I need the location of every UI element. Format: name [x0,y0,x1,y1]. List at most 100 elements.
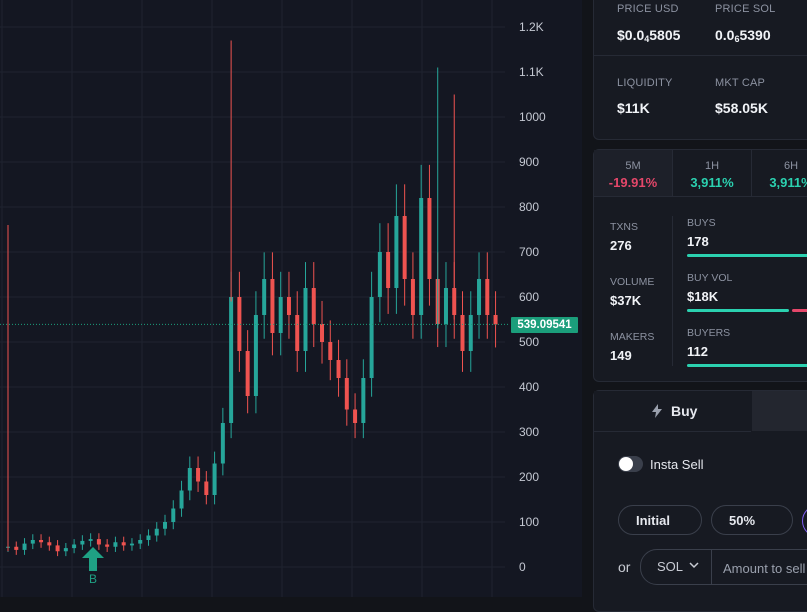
y-tick-label: 700 [519,245,539,259]
divider [711,550,712,584]
token-stats-card: 5M -19.91% 1H 3,911% 6H 3,911% TXNS 276 … [593,149,807,382]
mktcap-value: $58.05K [715,100,768,116]
candle-body [386,252,391,288]
y-tick-label: 900 [519,155,539,169]
candle-body [394,216,399,288]
y-tick-label: 400 [519,380,539,394]
candle-body [320,324,325,342]
volume-label: VOLUME [610,276,655,288]
candle-body [88,539,93,541]
divider [594,196,807,197]
candle-body [245,351,250,396]
timeframe-tab-6h[interactable]: 6H 3,911% [752,150,807,196]
fifty-percent-button[interactable]: 50% [711,505,793,535]
current-price-label: 539.09541 [511,317,578,333]
y-tick-label: 600 [519,290,539,304]
candle-body [353,409,358,423]
volume-value: $37K [610,293,642,308]
price-sol-value: 0.065390 [715,27,771,44]
candle-body [22,543,27,550]
custom-percent-button[interactable] [802,505,807,537]
buy-arrow-icon [82,547,104,571]
candle-body [468,315,473,351]
candle-body [14,546,19,550]
candlestick-chart[interactable]: 0 100 200 300 400 500 600 700 800 900 1000 1.1K 1.2K [0,0,582,597]
candle-body [187,468,192,491]
or-label: or [618,559,631,575]
price-chart[interactable]: 0 100 200 300 400 500 600 700 800 900 1000 1.1K 1.2K… [0,0,582,597]
tab-sell[interactable] [752,391,807,431]
divider [672,216,673,366]
divider [594,55,807,56]
candle-body [30,540,35,544]
y-tick-label: 1.1K [519,65,544,79]
amount-input[interactable] [721,558,807,578]
chart-candles [6,164,498,557]
timeframe-label: 5M [625,160,641,172]
txns-value: 276 [610,238,632,253]
chart-spikes [7,40,455,552]
buy-marker-label: B [88,572,97,586]
buys-label: BUYS [687,217,716,229]
candle-body [419,198,424,315]
tab-buy-label: Buy [671,403,698,419]
chevron-down-icon[interactable] [689,561,699,569]
chart-grid [0,0,505,597]
y-tick-label: 300 [519,425,539,439]
candle-body [286,297,291,315]
price-sol-label: PRICE SOL [715,3,776,15]
y-tick-label: 100 [519,515,539,529]
buyvol-label: BUY VOL [687,272,733,284]
price-usd-label: PRICE USD [617,3,679,15]
candle-body [96,539,101,545]
buys-value: 178 [687,234,709,249]
timeframe-label: 6H [783,160,799,172]
candle-body [63,548,68,552]
timeframe-tab-1h[interactable]: 1H 3,911% [673,150,752,196]
candle-body [229,297,234,423]
candle-body [485,279,490,315]
currency-select[interactable]: SOL [657,559,684,574]
candle-body [361,378,366,423]
makers-value: 149 [610,348,632,363]
y-tick-label: 1000 [519,110,546,124]
toggle-knob [619,457,633,471]
initial-button[interactable]: Initial [618,505,702,535]
timeframe-label: 1H [704,160,720,172]
candle-body [220,423,225,464]
buy-marker[interactable]: B [81,546,105,588]
txns-label: TXNS [610,221,639,233]
candle-body [336,360,341,378]
candle-body [72,544,77,549]
timeframe-tab-5m[interactable]: 5M -19.91% [594,150,673,196]
candle-body [278,297,283,333]
y-tick-label: 800 [519,200,539,214]
candle-body [39,540,44,543]
buyers-value: 112 [687,344,708,359]
candle-body [369,297,374,378]
amount-field-group: SOL [640,549,807,585]
lightning-icon [652,404,662,418]
sellvol-bar [792,309,807,312]
token-price-card: PRICE USD $0.045805 PRICE SOL 0.065390 L… [593,0,807,140]
buys-bar [687,254,807,257]
candle-body [443,288,448,324]
candle-body [402,216,407,279]
makers-label: MAKERS [610,331,655,343]
panel-divider[interactable] [582,0,593,597]
timeframe-change: -19.91% [608,175,658,190]
candle-body [113,542,118,547]
candle-body [410,279,415,315]
y-tick-label: 200 [519,470,539,484]
candle-body [171,508,176,522]
candle-body [253,315,258,396]
candle-body [311,288,316,324]
tab-buy[interactable]: Buy [594,391,751,432]
insta-sell-toggle[interactable] [618,456,643,472]
timeframe-change: 3,911% [769,175,807,190]
candle-body [146,535,151,540]
candle-body [138,540,143,544]
buyvol-value: $18K [687,289,719,304]
timeframe-change: 3,911% [690,175,734,190]
candle-body [163,522,168,529]
